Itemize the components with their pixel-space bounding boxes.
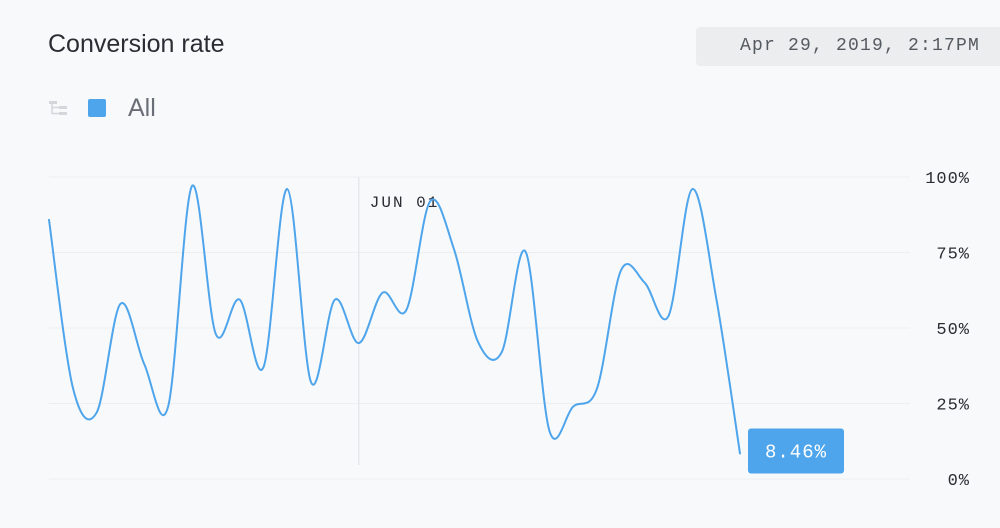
last-value-badge: 8.46% xyxy=(748,428,844,474)
tree-icon[interactable] xyxy=(48,99,68,117)
y-tick-label-0: 0% xyxy=(948,472,970,491)
x-marker-label: JUN 01 xyxy=(370,194,440,212)
chart-title: Conversion rate xyxy=(48,30,225,58)
last-value-label: 8.46% xyxy=(765,441,827,463)
y-tick-label-25: 25% xyxy=(936,397,970,416)
legend-label-all[interactable]: All xyxy=(128,93,156,122)
series-lines xyxy=(48,184,741,455)
y-tick-label-75: 75% xyxy=(936,246,970,265)
series-line-all xyxy=(48,184,741,455)
last-value-badge-bg xyxy=(748,428,844,474)
timestamp-badge: Apr 29, 2019, 2:17PM xyxy=(696,27,1000,66)
y-gridlines xyxy=(49,176,910,480)
legend-swatch-all[interactable] xyxy=(88,99,106,117)
x-marker: JUN 01 xyxy=(358,177,440,465)
y-tick-label-100: 100% xyxy=(925,170,970,189)
legend: All xyxy=(48,92,156,124)
y-axis-tick-labels: 100% 75% 50% 25% 0% xyxy=(925,170,970,491)
y-tick-label-50: 50% xyxy=(936,321,970,340)
